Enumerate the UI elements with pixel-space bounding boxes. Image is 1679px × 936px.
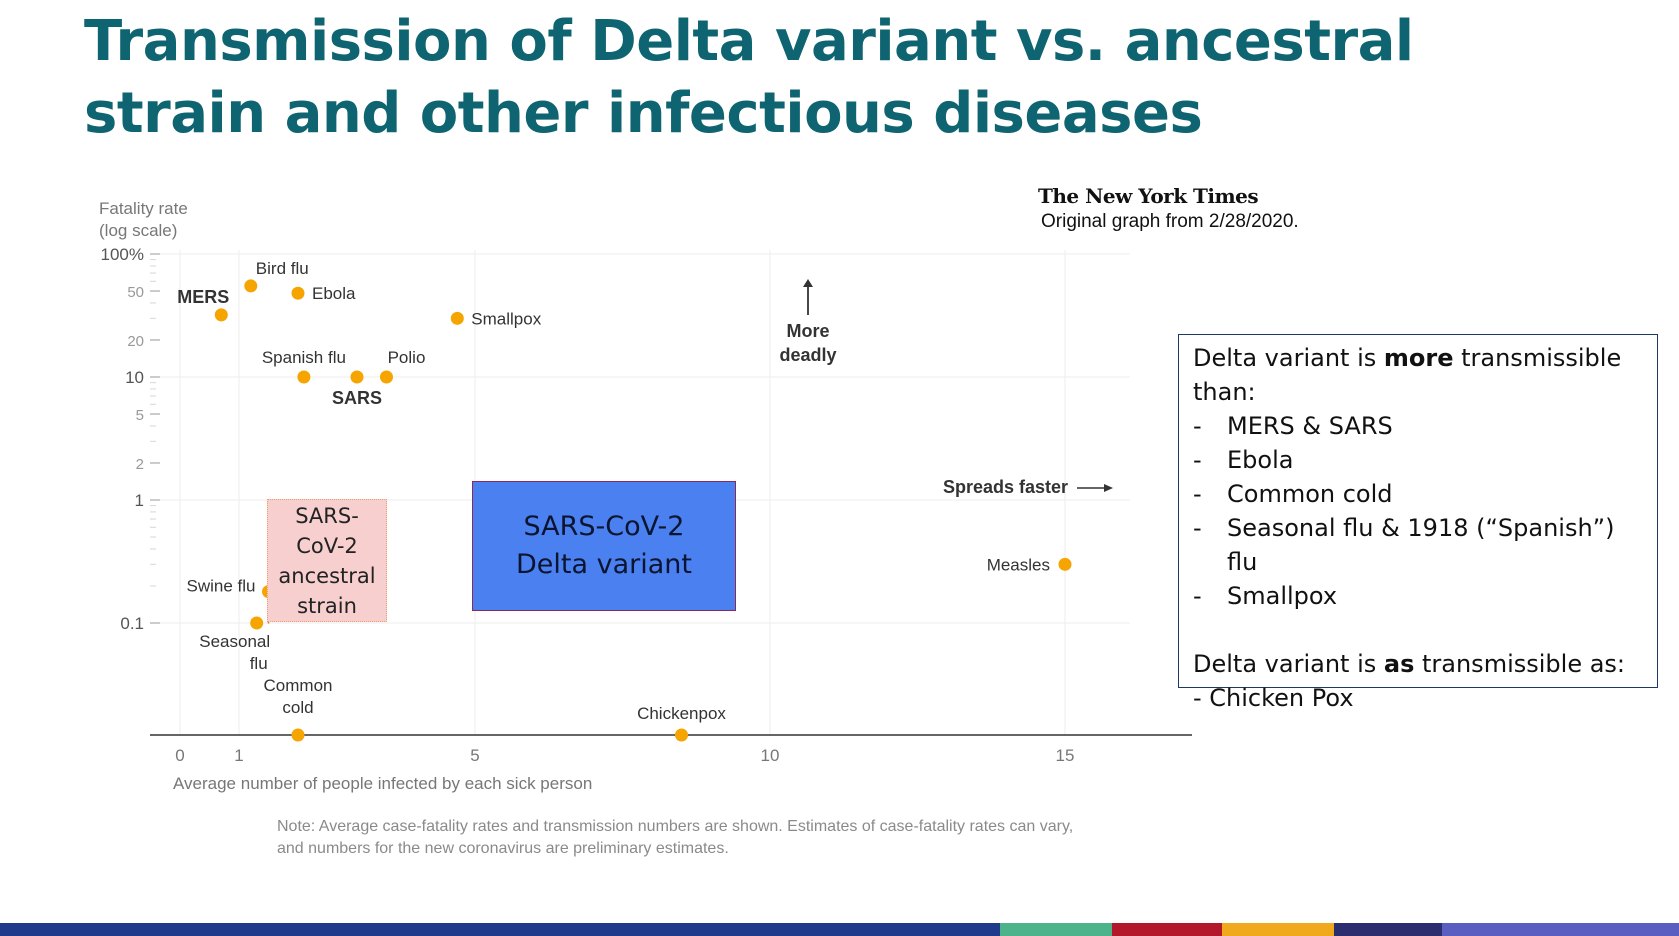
callout-item: MERS & SARS [1193,409,1643,443]
point-label: Smallpox [471,309,541,328]
callout-list: MERS & SARS Ebola Common cold Seasonal f… [1193,409,1643,613]
callout-second: Delta variant is as transmissible as: [1193,647,1643,681]
more-deadly-label: More [786,321,829,341]
ancestral-line: ancestral [278,563,376,588]
ancestral-strain-box: SARS- CoV-2 ancestral strain [267,499,387,622]
point-label: Measles [987,555,1050,574]
data-point [380,370,393,384]
chart-note: Note: Average case-fatality rates and tr… [277,818,1074,857]
y-tick-label: 1 [135,491,144,510]
y-tick-label: 0.1 [120,614,144,633]
data-point [244,279,258,293]
point-label: Seasonal [199,632,270,651]
delta-line: Delta variant [516,549,692,580]
point-label: Chickenpox [637,704,726,723]
point-label: Common [264,676,333,695]
point-label: MERS [177,287,229,307]
callout-bold: more [1383,344,1454,372]
point-label: Swine flu [187,577,256,596]
more-deadly-arrowhead [803,279,813,287]
spreads-faster-arrowhead [1104,484,1113,492]
data-point [675,728,688,742]
y-tick-label: 2 [136,456,144,473]
data-point [250,616,264,630]
footer-segment [1112,923,1222,936]
x-tick-label: 5 [470,746,479,765]
ancestral-line: strain [297,593,357,618]
callout-box: Delta variant is more transmissible than… [1178,334,1658,712]
point-label: Spanish flu [262,348,346,367]
y-axis-label: (log scale) [99,221,177,240]
more-deadly-label: deadly [779,345,836,365]
data-point [291,728,305,742]
footer-segment [1000,923,1112,936]
source-note: Original graph from 2/28/2020. [1041,211,1299,232]
y-tick-label: 100% [101,245,144,264]
point-label: SARS [332,388,382,408]
callout-text: Delta variant is [1193,344,1384,372]
data-point [350,370,364,384]
footer-segment [1222,923,1334,936]
delta-line: SARS-CoV-2 [523,511,685,542]
x-tick-label: 15 [1056,746,1075,765]
callout-second-item: - Chicken Pox [1193,684,1354,712]
y-tick-label: 10 [125,368,144,387]
ancestral-line: CoV-2 [296,533,358,558]
point-label: flu [250,654,268,673]
callout-item: Ebola [1193,443,1643,477]
data-point [291,286,305,300]
callout-text: Delta variant is [1193,650,1384,678]
delta-variant-box: SARS-CoV-2 Delta variant [472,481,736,611]
footer-bar [0,923,1679,936]
y-axis-label: Fatality rate [99,199,188,218]
data-point [450,311,464,325]
point-label: Ebola [312,284,356,303]
slide-title: Transmission of Delta variant vs. ancest… [84,9,1414,146]
callout-intro: Delta variant is more transmissible than… [1193,341,1643,409]
callout-bold: as [1383,650,1415,678]
data-point [214,308,228,322]
point-label: cold [282,698,313,717]
x-tick-label: 10 [761,746,780,765]
data-point [1058,557,1072,571]
nyt-logo: The New York Times [1038,184,1259,208]
ancestral-line: SARS- [295,503,359,528]
spreads-faster-label: Spreads faster [943,477,1068,497]
callout-item: Seasonal flu & 1918 (“Spanish”) flu [1193,511,1643,579]
data-point [297,370,311,384]
y-tick-label: 5 [136,407,144,424]
point-label: Bird flu [256,259,309,278]
x-axis-label: Average number of people infected by eac… [173,774,592,793]
callout-text: transmissible than: [1193,344,1622,406]
footer-segment [500,923,1000,936]
footer-segment [1442,923,1679,936]
callout-item: Common cold [1193,477,1643,511]
y-tick-label: 20 [127,333,144,350]
footer-segment [1334,923,1442,936]
x-tick-label: 0 [175,746,184,765]
callout-text: transmissible as: [1414,650,1626,678]
x-tick-label: 1 [234,746,243,765]
callout-item: Smallpox [1193,579,1643,613]
y-tick-label: 50 [127,284,144,301]
point-label: Polio [388,348,426,367]
footer-segment [0,923,500,936]
